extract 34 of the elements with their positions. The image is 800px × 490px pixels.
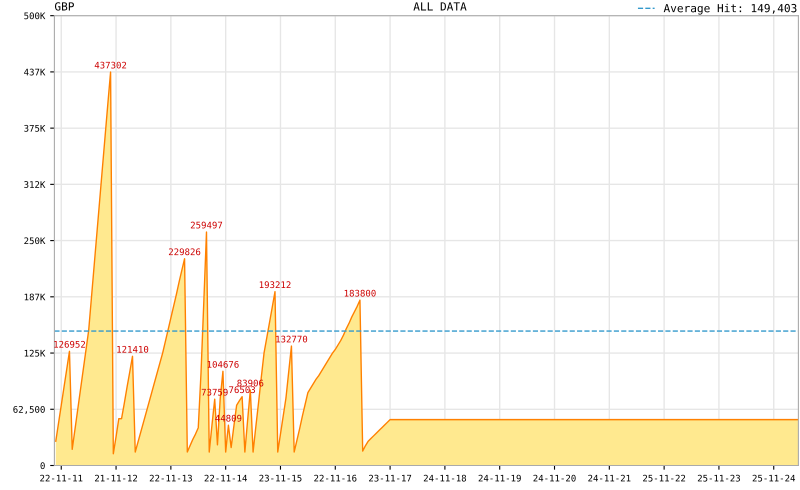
x-tick-label: 22-11-11 [40,474,82,482]
x-tick-label: 22-11-16 [314,474,356,482]
legend-label: Average Hit: 149,403 [664,4,796,15]
data-label: 183800 [344,290,376,297]
y-tick-label: 437K [24,68,46,76]
x-tick-label: 23-11-15 [259,474,302,482]
x-tick-label: 25-11-24 [752,474,796,482]
data-label: 229826 [168,248,200,256]
data-label: 76503 [229,386,256,394]
x-tick-label: 23-11-17 [369,474,412,482]
x-tick-label: 22-11-13 [150,474,192,482]
x-tick-label: 22-11-14 [204,474,247,482]
x-tick-label: 24-11-18 [424,474,466,482]
chart-title: GBP [54,2,74,11]
y-tick-label: 250K [24,237,46,244]
data-label: 121410 [117,346,148,353]
x-tick-label: 21-11-12 [94,474,138,482]
data-label: 259497 [190,222,222,228]
data-label: 193212 [260,281,291,288]
y-tick-label: 0 [40,462,45,470]
x-tick-label: 25-11-22 [643,474,686,482]
x-tick-label: 24-11-20 [533,474,576,482]
y-tick-label: 375K [24,124,46,132]
x-tick-label: 25-11-23 [698,474,740,482]
x-tick-label: 24-11-21 [588,474,630,482]
y-tick-label: 187K [24,294,46,300]
data-label: 126952 [54,340,86,348]
y-tick-label: 62,500 [13,406,45,414]
x-tick-label: 24-11-19 [478,474,521,482]
chart-subtitle: ALL DATA [413,2,467,10]
data-label: 437302 [94,62,126,69]
y-tick-label: 312K [24,181,46,188]
y-tick-label: 500K [24,12,46,20]
y-tick-label: 125K [24,350,46,357]
